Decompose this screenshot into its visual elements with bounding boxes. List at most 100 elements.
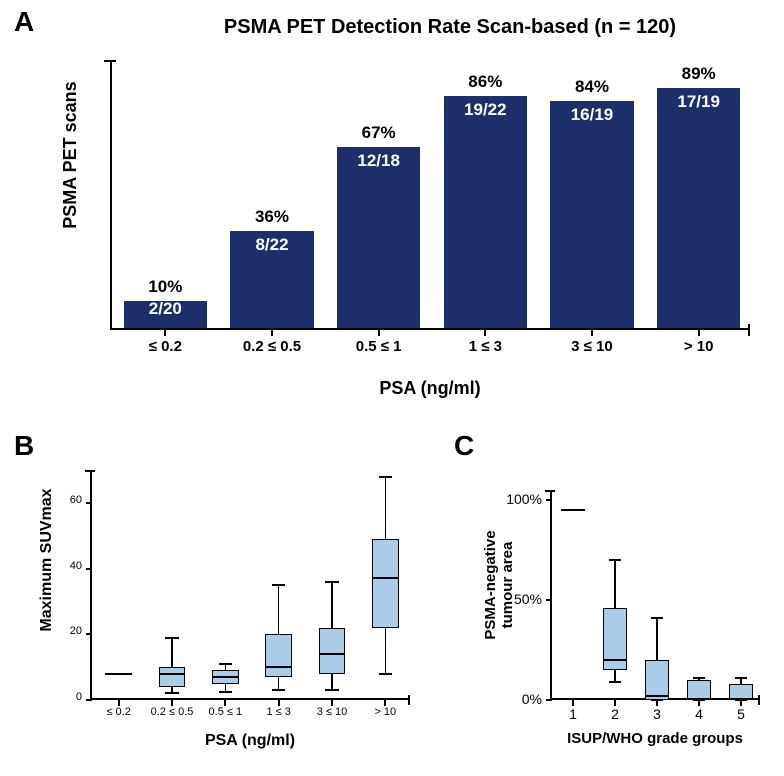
- panel-a-xtick-label: 0.5 ≤ 1: [325, 338, 432, 355]
- panel-c: C 0%50%100%12345 PSMA-negative tumour ar…: [440, 430, 784, 776]
- box: [372, 539, 399, 628]
- whisker-cap: [735, 677, 747, 679]
- box: [687, 680, 710, 700]
- panel-a-bar-pct: 86%: [444, 72, 527, 92]
- whisker-cap: [325, 689, 338, 691]
- median: [561, 509, 584, 511]
- panel-a-title: PSMA PET Detection Rate Scan-based (n = …: [140, 16, 760, 39]
- panel-a-xtick: [271, 330, 273, 336]
- panel-a-bar-pct: 89%: [657, 64, 740, 84]
- panel-a-bar: 89%17/19: [657, 88, 740, 328]
- panel-b-letter: B: [14, 430, 34, 462]
- ytick: [86, 568, 92, 570]
- xtick-label: 1 ≤ 3: [252, 706, 305, 718]
- median: [603, 659, 626, 661]
- whisker-cap: [609, 681, 621, 683]
- median: [159, 673, 186, 675]
- ytick-label: 0%: [502, 691, 542, 707]
- xtick-label: 0.2 ≤ 0.5: [145, 706, 198, 718]
- panel-a-bar-frac: 16/19: [550, 105, 633, 125]
- panel-a-xtick: [378, 330, 380, 336]
- ytick: [546, 499, 552, 501]
- panel-a-bar-frac: 2/20: [124, 299, 207, 319]
- ytick-label: 0: [42, 691, 82, 703]
- whisker: [278, 585, 280, 634]
- whisker: [385, 628, 387, 674]
- whisker: [171, 638, 173, 668]
- panel-b: B 0204060≤ 0.20.2 ≤ 0.50.5 ≤ 11 ≤ 33 ≤ 1…: [0, 430, 430, 776]
- box: [319, 628, 346, 674]
- median: [372, 577, 399, 579]
- box: [159, 667, 186, 687]
- panel-c-ylabel: PSMA-negative tumour area: [482, 485, 516, 685]
- panel-b-plot: 0204060≤ 0.20.2 ≤ 0.50.5 ≤ 11 ≤ 33 ≤ 10>…: [90, 470, 410, 700]
- figure-root: A PSMA PET Detection Rate Scan-based (n …: [0, 0, 784, 776]
- median: [265, 666, 292, 668]
- whisker: [614, 560, 616, 608]
- xtick-label: > 10: [359, 706, 412, 718]
- median: [645, 695, 668, 697]
- panel-b-y-endcap: [85, 470, 95, 472]
- xtick-label: 3: [636, 706, 678, 722]
- median: [319, 653, 346, 655]
- whisker-cap: [219, 691, 232, 693]
- panel-a-bar: 10%2/20: [124, 301, 207, 328]
- panel-a-bar-frac: 8/22: [230, 235, 313, 255]
- panel-c-ylabel-line1: PSMA-negative tumour area: [482, 530, 516, 639]
- whisker: [385, 477, 387, 539]
- median: [212, 676, 239, 678]
- panel-b-ylabel: Maximum SUVmax: [38, 455, 56, 665]
- ytick: [546, 699, 552, 701]
- panel-c-x-endcap: [758, 695, 760, 705]
- box: [265, 634, 292, 677]
- xtick-label: 0.5 ≤ 1: [199, 706, 252, 718]
- box: [645, 660, 668, 700]
- whisker-cap: [325, 581, 338, 583]
- whisker-cap: [693, 677, 705, 679]
- panel-c-plot: 0%50%100%12345: [550, 490, 760, 700]
- panel-a-bar-frac: 19/22: [444, 100, 527, 120]
- xtick-label: 4: [678, 706, 720, 722]
- median: [105, 673, 132, 675]
- panel-a-xtick: [591, 330, 593, 336]
- whisker-cap: [609, 559, 621, 561]
- whisker-cap: [651, 617, 663, 619]
- panel-b-xlabel: PSA (ng/ml): [90, 732, 410, 750]
- panel-c-letter: C: [454, 430, 474, 462]
- panel-a-xtick-label: 1 ≤ 3: [432, 338, 539, 355]
- panel-c-y-endcap: [545, 490, 555, 492]
- panel-a-bar-pct: 67%: [337, 123, 420, 143]
- panel-a-bar-pct: 10%: [124, 277, 207, 297]
- whisker-cap: [219, 663, 232, 665]
- panel-a-bar: 36%8/22: [230, 231, 313, 328]
- whisker-cap: [379, 673, 392, 675]
- panel-a-xtick: [164, 330, 166, 336]
- panel-a-xtick-label: ≤ 0.2: [112, 338, 219, 355]
- xtick-label: 2: [594, 706, 636, 722]
- panel-a-bar-frac: 17/19: [657, 92, 740, 112]
- panel-a-plot: 10%2/20≤ 0.236%8/220.2 ≤ 0.567%12/180.5 …: [110, 60, 750, 330]
- ytick: [86, 502, 92, 504]
- xtick-label: 1: [552, 706, 594, 722]
- ytick: [86, 699, 92, 701]
- whisker: [656, 618, 658, 660]
- panel-a-bar-pct: 36%: [230, 207, 313, 227]
- whisker-cap: [165, 692, 178, 694]
- panel-a: A PSMA PET Detection Rate Scan-based (n …: [0, 0, 784, 420]
- xtick-label: 3 ≤ 10: [305, 706, 358, 718]
- panel-a-xtick-label: 3 ≤ 10: [539, 338, 646, 355]
- whisker: [331, 582, 333, 628]
- whisker-cap: [379, 476, 392, 478]
- panel-a-x-endcap: [748, 324, 750, 336]
- panel-a-bar: 67%12/18: [337, 147, 420, 328]
- ytick: [86, 633, 92, 635]
- panel-a-xtick: [698, 330, 700, 336]
- panel-a-xlabel: PSA (ng/ml): [110, 378, 750, 399]
- ytick: [546, 599, 552, 601]
- panel-c-xlabel: ISUP/WHO grade groups: [540, 730, 770, 747]
- panel-a-bar-pct: 84%: [550, 77, 633, 97]
- panel-a-bar-frac: 12/18: [337, 151, 420, 171]
- whisker-cap: [272, 584, 285, 586]
- whisker-cap: [165, 637, 178, 639]
- panel-a-ylabel: PSMA PET scans: [60, 35, 81, 275]
